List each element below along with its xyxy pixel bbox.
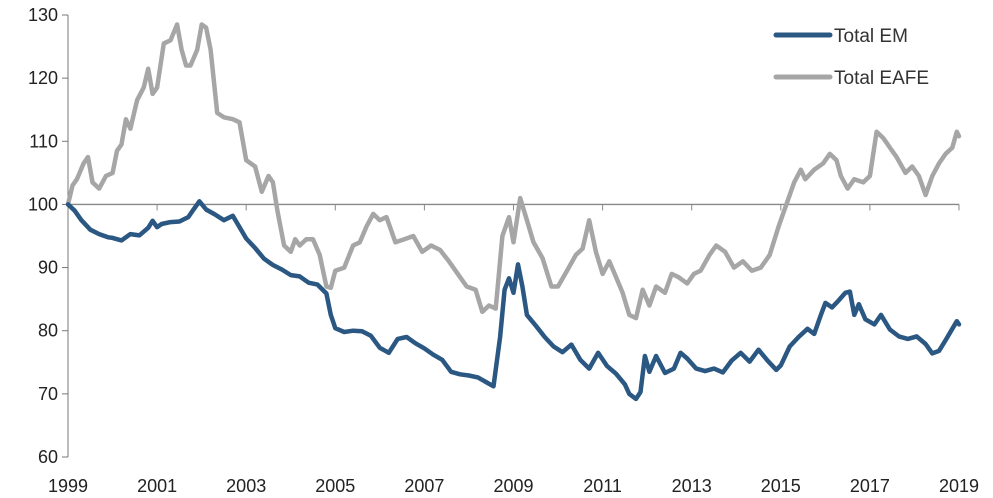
y-tick-label: 120 xyxy=(28,68,58,88)
series-line-total-em xyxy=(65,199,962,402)
x-tick-label: 2005 xyxy=(315,476,355,496)
x-tick-label: 2007 xyxy=(404,476,444,496)
x-tick-label: 2011 xyxy=(583,476,622,496)
y-tick-label: 70 xyxy=(38,384,58,404)
y-tick-label: 100 xyxy=(28,194,58,214)
x-tick-label: 2013 xyxy=(672,476,712,496)
y-tick-label: 110 xyxy=(29,131,58,151)
y-tick-label: 80 xyxy=(38,321,58,341)
x-tick-label: 2009 xyxy=(493,476,533,496)
x-tick-label: 2015 xyxy=(761,476,801,496)
x-tick-label: 2017 xyxy=(850,476,890,496)
axes: 60 70 80 90 100 110 120 130 1999 2001 2003 2005 2007… xyxy=(28,5,979,496)
legend-label: Total EAFE xyxy=(834,68,929,89)
y-tick-label: 90 xyxy=(38,258,58,278)
legend-label: Total EM xyxy=(834,26,908,47)
x-tick-label: 2003 xyxy=(226,476,266,496)
x-tick-label: 2001 xyxy=(137,476,177,496)
y-tick-label: 60 xyxy=(38,447,58,467)
y-tick-label: 130 xyxy=(28,5,58,25)
series-line-total-eafe xyxy=(65,22,962,321)
series-layer xyxy=(65,22,962,402)
x-tick-label: 2019 xyxy=(939,476,979,496)
legend: Total EM Total EAFE xyxy=(773,26,929,89)
x-tick-label: 1999 xyxy=(48,476,88,496)
